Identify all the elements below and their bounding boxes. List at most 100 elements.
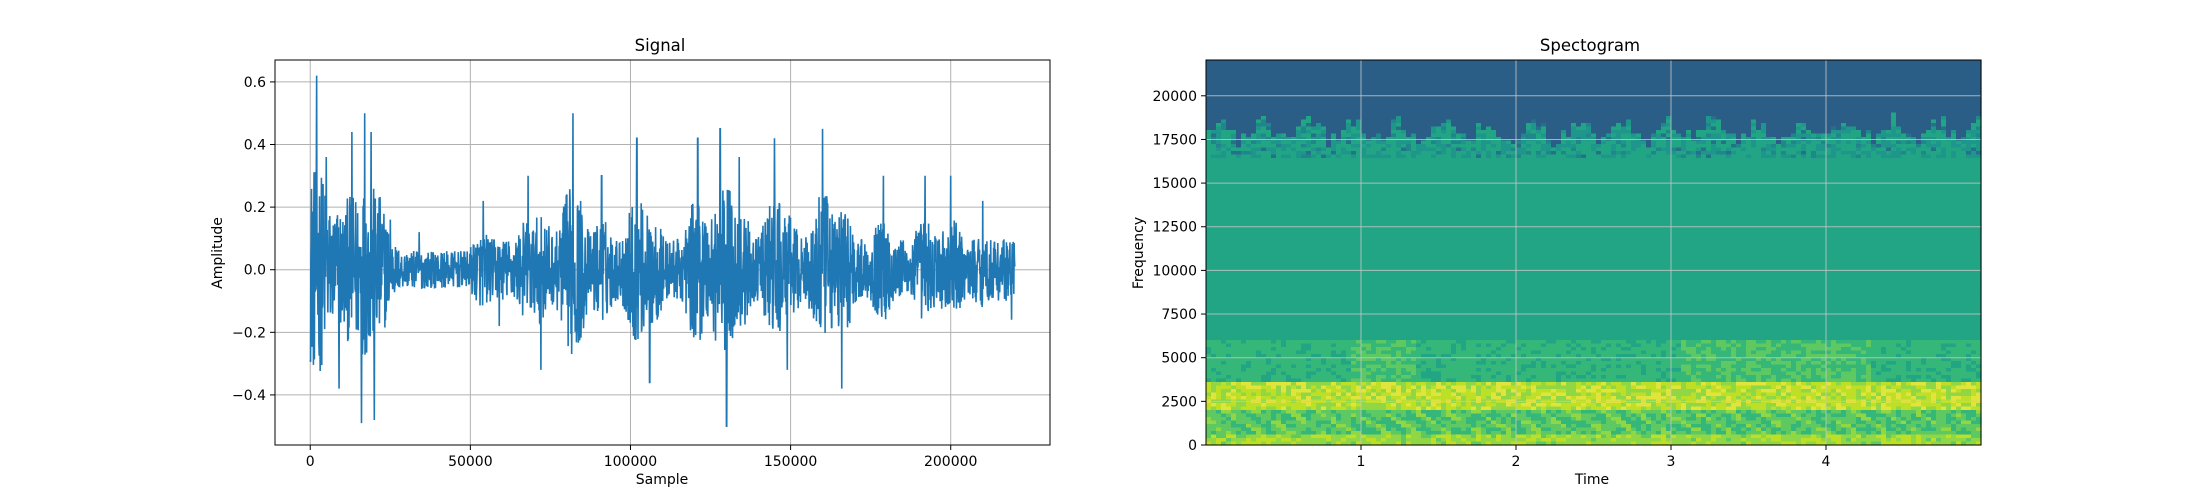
spectrogram-cell: [1296, 77, 1302, 82]
spectrogram-cell: [1336, 144, 1342, 149]
spectrogram-cell: [1206, 340, 1212, 345]
spectrogram-cell: [1401, 396, 1407, 401]
spectrogram-cell: [1376, 172, 1382, 177]
spectrogram-cell: [1211, 347, 1217, 352]
spectrogram-cell: [1426, 133, 1432, 138]
spectrogram-cell: [1306, 116, 1312, 121]
spectrogram-cell: [1306, 350, 1312, 355]
spectrogram-cell: [1246, 319, 1252, 324]
spectrogram-cell: [1246, 333, 1252, 338]
spectrogram-cell: [1276, 242, 1282, 247]
spectrogram-cell: [1246, 256, 1252, 261]
spectrogram-cell: [1246, 140, 1252, 145]
spectrogram-cell: [1276, 259, 1282, 264]
spectrogram-cell: [1251, 84, 1257, 89]
spectrogram-cell: [1386, 441, 1392, 446]
spectrogram-cell: [1381, 361, 1387, 366]
spectrogram-cell: [1356, 249, 1362, 254]
spectrogram-cell: [1346, 382, 1352, 387]
spectrogram-cell: [1211, 305, 1217, 310]
spectrogram-cell: [1241, 74, 1247, 79]
spectrogram-cell: [1351, 270, 1357, 275]
spectrogram-cell: [1261, 161, 1267, 166]
spectrogram-cell: [1236, 175, 1242, 180]
spectrogram-cell: [1251, 256, 1257, 261]
spectrogram-cell: [1266, 434, 1272, 439]
spectrogram-cell: [1321, 441, 1327, 446]
spectrogram-cell: [1281, 77, 1287, 82]
spectrogram-cell: [1216, 350, 1222, 355]
spectrogram-cell: [1276, 221, 1282, 226]
spectrogram-cell: [1261, 333, 1267, 338]
spectrogram-cell: [1251, 322, 1257, 327]
spectrogram-cell: [1411, 60, 1417, 65]
spectrogram-cell: [1226, 81, 1232, 86]
spectrogram-cell: [1331, 413, 1337, 418]
spectrogram-cell: [1316, 424, 1322, 429]
spectrogram-cell: [1246, 403, 1252, 408]
spectrogram-cell: [1271, 179, 1277, 184]
spectrogram-cell: [1211, 298, 1217, 303]
spectrogram-cell: [1241, 91, 1247, 96]
spectrogram-cell: [1386, 70, 1392, 75]
spectrogram-cell: [1401, 287, 1407, 292]
spectrogram-cell: [1341, 238, 1347, 243]
spectrogram-cell: [1381, 308, 1387, 313]
spectrogram-cell: [1321, 417, 1327, 422]
spectrogram-cell: [1266, 196, 1272, 201]
spectrogram-cell: [1406, 249, 1412, 254]
spectrogram-cell: [1421, 63, 1427, 68]
spectrogram-cell: [1396, 126, 1402, 131]
spectrogram-cell: [1366, 130, 1372, 135]
spectrogram-cell: [1256, 357, 1262, 362]
spectrogram-cell: [1321, 329, 1327, 334]
spectrogram-cell: [1206, 95, 1212, 100]
spectrogram-cell: [1361, 277, 1367, 282]
spectrogram-cell: [1411, 70, 1417, 75]
spectrogram-cell: [1296, 91, 1302, 96]
spectrogram-cell: [1306, 431, 1312, 436]
spectrogram-cell: [1401, 217, 1407, 222]
spectrogram-cell: [1296, 193, 1302, 198]
spectrogram-cell: [1301, 441, 1307, 446]
spectrogram-cell: [1406, 322, 1412, 327]
spectrogram-cell: [1286, 228, 1292, 233]
spectrogram-cell: [1236, 119, 1242, 124]
spectrogram-cell: [1291, 361, 1297, 366]
spectrogram-cell: [1271, 102, 1277, 107]
spectrogram-cell: [1226, 410, 1232, 415]
spectrogram-cell: [1351, 151, 1357, 156]
spectrogram-cell: [1261, 109, 1267, 114]
spectrogram-cell: [1336, 231, 1342, 236]
spectrogram-cell: [1416, 245, 1422, 250]
spectrogram-cell: [1391, 154, 1397, 159]
spectrogram-cell: [1221, 364, 1227, 369]
spectrogram-cell: [1281, 112, 1287, 117]
spectrogram-cell: [1226, 294, 1232, 299]
spectrogram-cell: [1391, 245, 1397, 250]
spectrogram-cell: [1236, 396, 1242, 401]
spectrogram-cell: [1316, 371, 1322, 376]
spectrogram-cell: [1306, 270, 1312, 275]
spectrogram-cell: [1396, 326, 1402, 331]
spectrogram-cell: [1256, 434, 1262, 439]
spectrogram-cell: [1261, 417, 1267, 422]
spectrogram-cell: [1211, 301, 1217, 306]
spectrogram-cell: [1366, 315, 1372, 320]
spectrogram-cell: [1406, 266, 1412, 271]
spectrogram-cell: [1276, 294, 1282, 299]
spectrogram-cell: [1401, 105, 1407, 110]
spectrogram-cell: [1361, 210, 1367, 215]
spectrogram-cell: [1406, 140, 1412, 145]
spectrogram-cell: [1361, 403, 1367, 408]
spectrogram-cell: [1291, 158, 1297, 163]
spectrogram-cell: [1391, 403, 1397, 408]
spectrogram-cell: [1381, 207, 1387, 212]
spectrogram-cell: [1286, 319, 1292, 324]
spectrogram-cell: [1326, 263, 1332, 268]
spectrogram-cell: [1311, 91, 1317, 96]
spectrogram-cell: [1301, 410, 1307, 415]
spectrogram-cell: [1401, 259, 1407, 264]
spectrogram-cell: [1231, 81, 1237, 86]
spectrogram-cell: [1276, 434, 1282, 439]
